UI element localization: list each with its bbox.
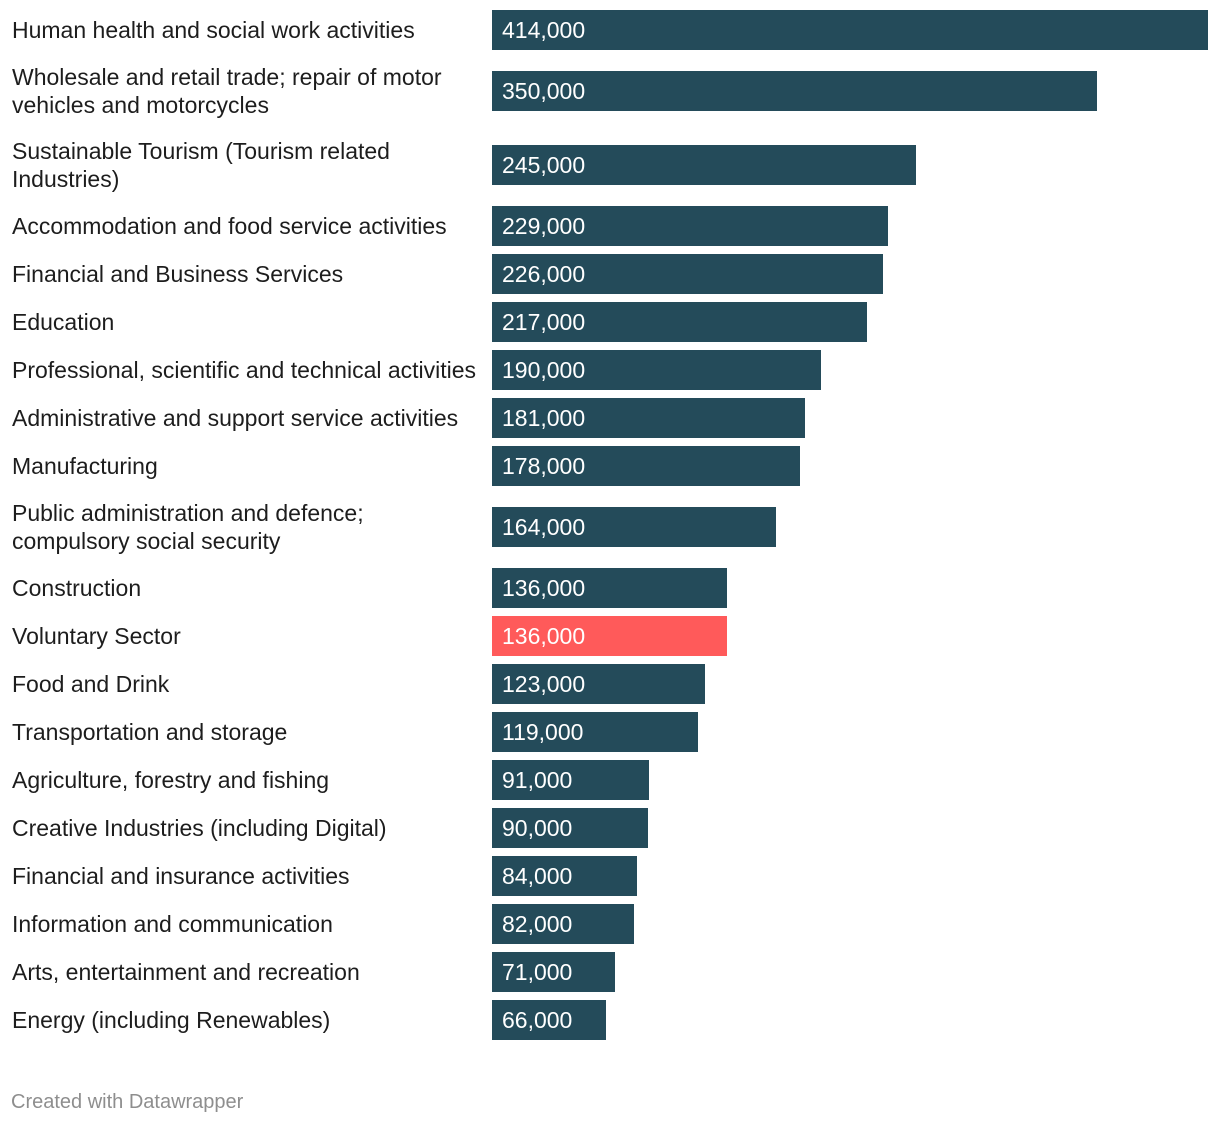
bar: 90,000	[492, 808, 648, 848]
category-label: Financial and Business Services	[12, 261, 344, 287]
category-label: Administrative and support service activ…	[12, 405, 459, 431]
bar-value-label: 178,000	[502, 453, 586, 479]
bar-value-label: 181,000	[502, 405, 586, 431]
bar-value-label: 82,000	[502, 911, 573, 937]
category-label: Financial and insurance activities	[12, 863, 350, 889]
bar-value-label: 66,000	[502, 1007, 573, 1033]
bar-value-label: 136,000	[502, 623, 586, 649]
bar: 226,000	[492, 254, 883, 294]
category-label: Human health and social work activities	[12, 17, 415, 43]
bar-value-label: 164,000	[502, 514, 586, 540]
category-label: Manufacturing	[12, 453, 158, 479]
bar-value-label: 71,000	[502, 959, 573, 985]
bar-value-label: 217,000	[502, 309, 586, 335]
bar: 350,000	[492, 71, 1097, 111]
bar: 119,000	[492, 712, 698, 752]
bar-value-label: 84,000	[502, 863, 573, 889]
bar-value-label: 350,000	[502, 78, 586, 104]
category-label: Agriculture, forestry and fishing	[12, 767, 330, 793]
datawrapper-credit: Created with Datawrapper	[11, 1091, 244, 1113]
bar-value-label: 226,000	[502, 261, 586, 287]
bar: 82,000	[492, 904, 634, 944]
bar-value-label: 123,000	[502, 671, 586, 697]
bar: 181,000	[492, 398, 805, 438]
category-label: Food and Drink	[12, 671, 170, 697]
bar: 136,000	[492, 568, 727, 608]
category-label: Construction	[12, 575, 142, 601]
bar-value-label: 190,000	[502, 357, 586, 383]
category-label: Professional, scientific and technical a…	[12, 357, 477, 383]
category-label: Sustainable Tourism (Tourism related Ind…	[12, 138, 390, 192]
bar: 136,000	[492, 616, 727, 656]
bar-value-label: 136,000	[502, 575, 586, 601]
category-label: Transportation and storage	[12, 719, 288, 745]
category-label: Education	[12, 309, 115, 335]
bar: 123,000	[492, 664, 705, 704]
bar-value-label: 119,000	[502, 719, 584, 745]
bar-value-label: 229,000	[502, 213, 586, 239]
category-label: Public administration and defence; compu…	[12, 500, 364, 554]
category-label: Voluntary Sector	[12, 623, 181, 649]
bar: 178,000	[492, 446, 800, 486]
category-label: Arts, entertainment and recreation	[12, 959, 360, 985]
bar: 190,000	[492, 350, 821, 390]
bar: 217,000	[492, 302, 867, 342]
bar: 71,000	[492, 952, 615, 992]
category-label: Wholesale and retail trade; repair of mo…	[12, 64, 442, 118]
category-label: Accommodation and food service activitie…	[12, 213, 447, 239]
bar: 91,000	[492, 760, 649, 800]
bar-value-label: 90,000	[502, 815, 573, 841]
bar: 229,000	[492, 206, 888, 246]
bar-value-label: 245,000	[502, 152, 586, 178]
bar: 245,000	[492, 145, 916, 185]
bar: 84,000	[492, 856, 637, 896]
bar: 164,000	[492, 507, 776, 547]
category-label: Creative Industries (including Digital)	[12, 815, 387, 841]
bar: 414,000	[492, 10, 1208, 50]
bar-value-label: 91,000	[502, 767, 573, 793]
category-label: Energy (including Renewables)	[12, 1007, 331, 1033]
category-label: Information and communication	[12, 911, 333, 937]
bar-value-label: 414,000	[502, 17, 586, 43]
bar: 66,000	[492, 1000, 606, 1040]
bar-chart: Human health and social work activities 4…	[12, 10, 1208, 1040]
